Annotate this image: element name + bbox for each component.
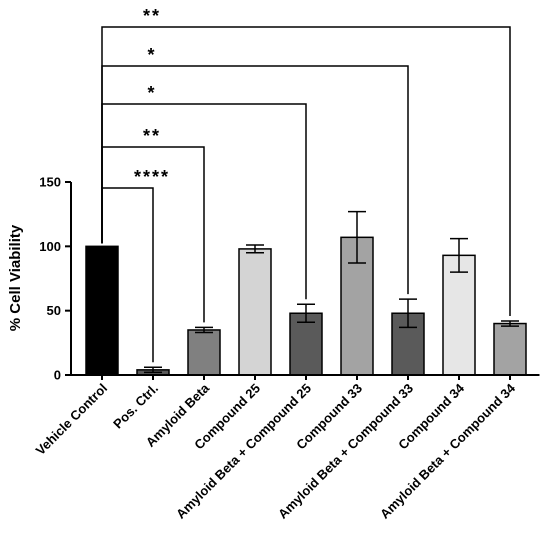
bar — [85, 245, 119, 376]
bar — [442, 254, 476, 376]
y-tick-label: 100 — [39, 239, 61, 254]
bar — [493, 322, 527, 376]
significance-label: **** — [134, 167, 170, 187]
y-tick-label: 150 — [39, 175, 61, 190]
significance-label: ** — [143, 6, 161, 26]
y-tick-label: 50 — [47, 303, 61, 318]
significance-bracket — [101, 26, 511, 316]
bar — [238, 248, 272, 376]
significance-brackets-layer: ********** — [101, 6, 511, 363]
bar — [187, 329, 221, 376]
significance-label: ** — [143, 126, 161, 146]
category-label: Vehicle Control — [33, 381, 111, 459]
error-bars-layer — [144, 210, 519, 374]
category-label: Pos. Ctrl. — [110, 381, 161, 432]
y-tick-label: 0 — [54, 368, 61, 383]
y-axis-title: % Cell Viability — [7, 224, 24, 331]
bar — [289, 312, 323, 376]
significance-label: * — [147, 83, 156, 103]
y-ticks-layer: 0 50 100 150 — [39, 175, 71, 383]
category-labels-layer: Vehicle Control Pos. Ctrl.Amyloid BetaCom… — [33, 375, 519, 522]
significance-label: * — [147, 45, 156, 65]
